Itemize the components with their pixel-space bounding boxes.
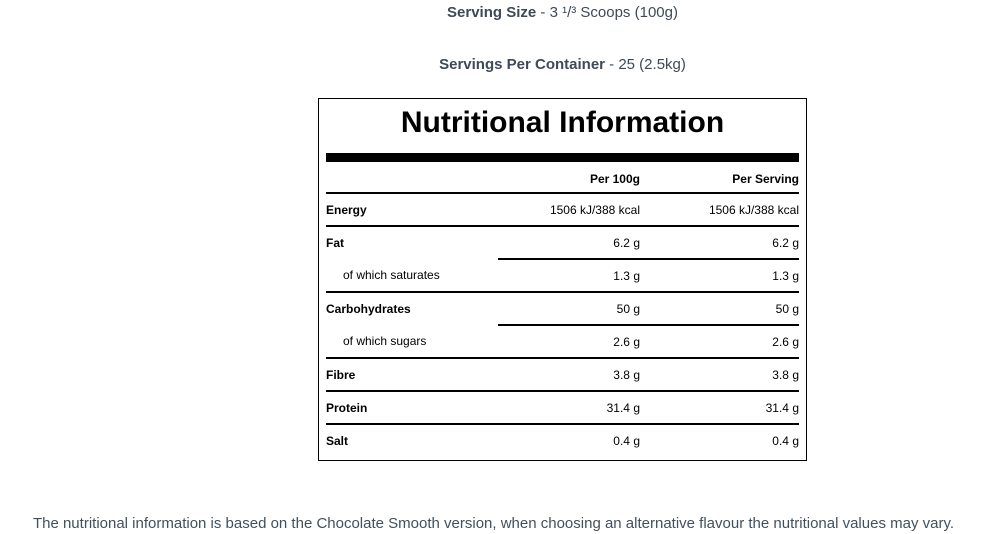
per-100g-value: 31.4 g bbox=[498, 391, 640, 425]
nutrition-table-title: Nutritional Information bbox=[400, 106, 725, 139]
nutrient-label: Fibre bbox=[326, 358, 498, 392]
servings-per-container-value: - 25 (2.5kg) bbox=[609, 56, 686, 73]
per-serving-value: 50 g bbox=[640, 292, 799, 326]
table-row: Energy 1506 kJ/388 kcal 1506 kJ/388 kcal bbox=[326, 193, 799, 227]
table-row: Fat 6.2 g 6.2 g bbox=[326, 226, 799, 260]
table-header-row: Per 100g Per Serving bbox=[326, 162, 799, 194]
per-100g-value: 3.8 g bbox=[498, 358, 640, 392]
nutrition-table-body: Energy 1506 kJ/388 kcal 1506 kJ/388 kcal… bbox=[326, 193, 799, 457]
nutrient-label: Fat bbox=[326, 236, 344, 250]
per-serving-value: 31.4 g bbox=[640, 391, 799, 425]
per-100g-value: 1.3 g bbox=[498, 259, 640, 293]
nutrient-label: of which saturates bbox=[326, 259, 498, 293]
col-header-per-100g: Per 100g bbox=[498, 162, 640, 194]
serving-size-label: Serving Size bbox=[447, 4, 537, 21]
servings-per-container-label: Servings Per Container bbox=[439, 56, 605, 73]
servings-per-container-line: Servings Per Container - 25 (2.5kg) bbox=[318, 55, 807, 74]
table-row: of which sugars 2.6 g 2.6 g bbox=[326, 325, 799, 359]
per-100g-value: 0.4 g bbox=[613, 434, 640, 448]
per-serving-value: 2.6 g bbox=[640, 325, 799, 359]
per-100g-value: 50 g bbox=[498, 292, 640, 326]
per-serving-value: 3.8 g bbox=[640, 358, 799, 392]
per-serving-value: 0.4 g bbox=[772, 434, 799, 448]
per-serving-value: 6.2 g bbox=[640, 226, 799, 260]
table-row: Fibre 3.8 g 3.8 g bbox=[326, 358, 799, 392]
per-100g-value: 6.2 g bbox=[498, 226, 640, 260]
nutrient-label: Carbohydrates bbox=[326, 302, 411, 316]
table-row: Carbohydrates 50 g 50 g bbox=[326, 292, 799, 326]
table-row: of which saturates 1.3 g 1.3 g bbox=[326, 259, 799, 293]
per-serving-value: 1506 kJ/388 kcal bbox=[640, 193, 799, 227]
nutrition-info-panel: Nutritional Information Per 100g Per Ser… bbox=[318, 98, 807, 461]
nutrient-label: Protein bbox=[326, 391, 498, 425]
nutrition-footnote: The nutritional information is based on … bbox=[32, 515, 955, 532]
per-100g-value: 1506 kJ/388 kcal bbox=[498, 193, 640, 227]
per-serving-value: 1.3 g bbox=[640, 259, 799, 293]
nutrition-table: Per 100g Per Serving Energy 1506 kJ/388 … bbox=[326, 162, 799, 457]
table-divider-bar bbox=[326, 153, 799, 162]
product-nutrition-section: Serving Size - 3 ¹/³ Scoops (100g) Servi… bbox=[318, 0, 807, 461]
table-row: Protein 31.4 g 31.4 g bbox=[326, 391, 799, 425]
col-header-nutrient bbox=[326, 162, 498, 194]
nutrient-label: Energy bbox=[326, 193, 498, 227]
serving-size-line: Serving Size - 3 ¹/³ Scoops (100g) bbox=[318, 0, 807, 22]
table-row: Salt 0.4 g 0.4 g bbox=[326, 424, 799, 457]
nutrient-label: of which sugars bbox=[326, 325, 498, 359]
nutrient-label: Salt bbox=[326, 434, 349, 448]
col-header-per-serving: Per Serving bbox=[640, 162, 799, 194]
per-100g-value: 2.6 g bbox=[498, 325, 640, 359]
serving-size-value: - 3 ¹/³ Scoops (100g) bbox=[540, 4, 678, 21]
